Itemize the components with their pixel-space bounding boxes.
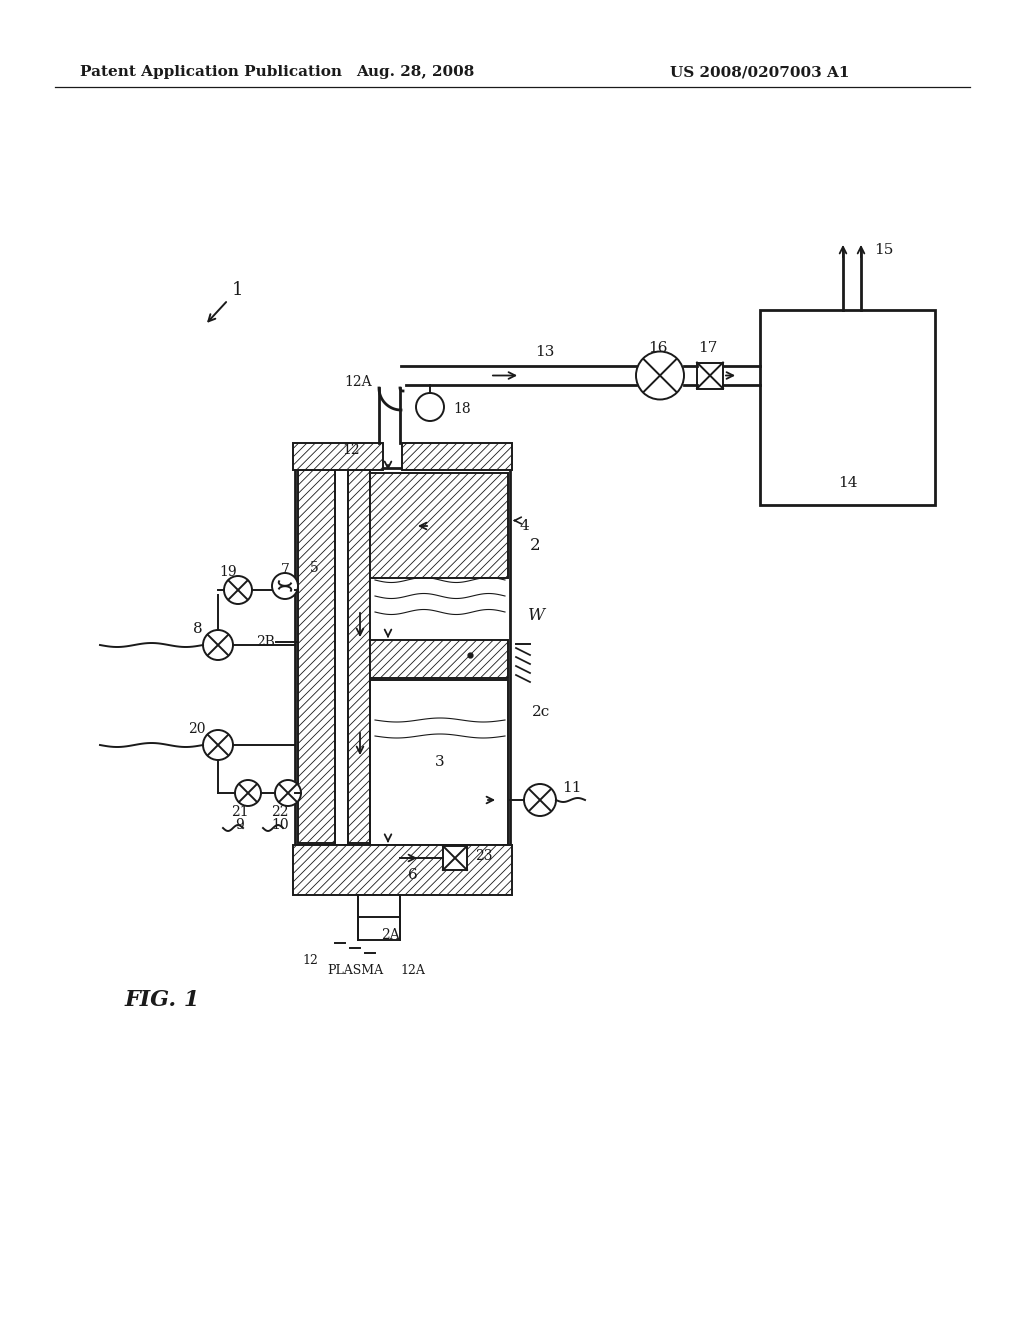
Bar: [358, 895, 400, 940]
Bar: [298, 470, 335, 843]
Circle shape: [272, 573, 298, 599]
Text: 12A: 12A: [344, 375, 372, 389]
Bar: [760, 310, 935, 506]
Bar: [697, 363, 723, 388]
Text: 15: 15: [874, 243, 893, 257]
Text: 11: 11: [562, 781, 582, 795]
Text: 13: 13: [536, 345, 555, 359]
Bar: [370, 680, 508, 845]
Text: 6: 6: [409, 869, 418, 882]
Text: W: W: [528, 606, 545, 623]
Circle shape: [234, 780, 261, 807]
Circle shape: [203, 730, 233, 760]
Circle shape: [524, 784, 556, 816]
Text: 12: 12: [302, 953, 318, 966]
Text: 16: 16: [648, 341, 668, 355]
Text: 18: 18: [453, 403, 471, 416]
Bar: [293, 845, 512, 895]
Text: 2: 2: [530, 536, 541, 553]
Text: 17: 17: [698, 341, 718, 355]
Text: 12: 12: [342, 444, 360, 457]
Text: 10: 10: [271, 818, 289, 832]
Text: Patent Application Publication: Patent Application Publication: [80, 65, 342, 79]
Bar: [402, 444, 512, 470]
Text: PLASMA: PLASMA: [327, 964, 383, 977]
Bar: [443, 846, 467, 870]
Text: 4: 4: [520, 519, 529, 532]
Text: 2c: 2c: [532, 705, 550, 719]
Text: FIG. 1: FIG. 1: [125, 989, 201, 1011]
Text: 9: 9: [236, 818, 245, 832]
Bar: [370, 473, 508, 578]
Text: 19: 19: [219, 565, 237, 579]
Text: 8: 8: [194, 622, 203, 636]
Text: 1: 1: [232, 281, 244, 300]
Bar: [370, 640, 508, 678]
Text: 20: 20: [188, 722, 206, 737]
Text: 22: 22: [271, 805, 289, 818]
Circle shape: [224, 576, 252, 605]
Bar: [348, 470, 370, 843]
Text: 3: 3: [435, 755, 444, 770]
Text: 23: 23: [475, 849, 493, 863]
Text: 14: 14: [838, 477, 857, 490]
Text: Aug. 28, 2008: Aug. 28, 2008: [355, 65, 474, 79]
Circle shape: [203, 630, 233, 660]
Text: 5: 5: [310, 561, 318, 576]
Text: 12A: 12A: [400, 964, 425, 977]
Bar: [293, 444, 383, 470]
Text: 2A: 2A: [381, 928, 399, 942]
Text: 7: 7: [281, 564, 290, 577]
Circle shape: [275, 780, 301, 807]
Circle shape: [416, 393, 444, 421]
Text: US 2008/0207003 A1: US 2008/0207003 A1: [670, 65, 850, 79]
Text: 21: 21: [231, 805, 249, 818]
Circle shape: [636, 351, 684, 400]
Bar: [295, 469, 510, 845]
Text: 2B: 2B: [256, 635, 275, 649]
